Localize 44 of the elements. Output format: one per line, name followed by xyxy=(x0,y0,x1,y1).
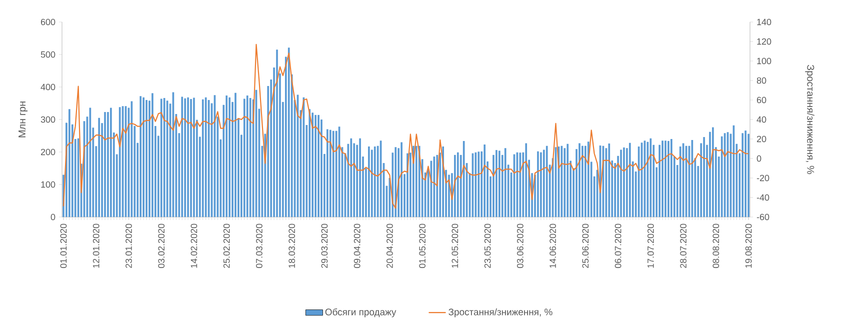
y-tick-label: 200 xyxy=(40,148,56,156)
legend-label: Обсяги продажу xyxy=(325,308,396,318)
x-tick-label: 20.04.2020 xyxy=(386,224,393,268)
x-tick-label: 14.02.2020 xyxy=(190,224,198,268)
x-tick-label: 18.03.2020 xyxy=(288,224,296,268)
x-tick-label: 29.03.2020 xyxy=(321,224,328,268)
x-tick-label: 08.08.2020 xyxy=(712,224,720,268)
y-tick-label: 400 xyxy=(40,84,56,90)
x-tick-label: 17.07.2020 xyxy=(647,224,654,268)
x-tick-label: 14.06.2020 xyxy=(550,224,556,268)
y2-axis-title: Зростання/зниження, % xyxy=(805,64,814,174)
x-tick-label: 23.05.2020 xyxy=(484,224,491,268)
x-tick-label: 28.07.2020 xyxy=(680,224,686,268)
y2-tick-label: 20 xyxy=(756,136,766,142)
x-tick-label: 12.01.2020 xyxy=(92,224,100,268)
x-tick-label: 12.05.2020 xyxy=(452,224,458,268)
x-tick-label: 09.04.2020 xyxy=(354,224,360,268)
y2-tick-label: 140 xyxy=(757,18,772,26)
y-axis-title: Млн грн xyxy=(18,102,28,138)
y-tick-label: 500 xyxy=(40,51,56,58)
x-tick-label: 03.06.2020 xyxy=(517,224,524,268)
y2-tick-label: 120 xyxy=(757,38,772,45)
y-tick-label: 300 xyxy=(40,116,56,123)
legend-label: Зростання/зниження, % xyxy=(448,308,552,318)
x-tick-label: 03.02.2020 xyxy=(158,224,165,268)
x-tick-label: 06.07.2020 xyxy=(614,224,622,268)
x-tick-label: 07.03.2020 xyxy=(256,224,262,268)
y2-tick-label: 100 xyxy=(757,58,772,64)
x-tick-label: 25.02.2020 xyxy=(223,224,230,268)
x-tick-label: 19.08.2020 xyxy=(745,224,752,268)
y2-tick-label: 40 xyxy=(756,116,766,123)
y-tick-label: 100 xyxy=(41,181,56,188)
y2-tick-label: -20 xyxy=(756,174,770,182)
y2-tick-label: -40 xyxy=(756,194,770,201)
y-tick-label: 0 xyxy=(50,214,56,220)
y2-tick-label: 80 xyxy=(756,77,766,84)
x-tick-label: 23.01.2020 xyxy=(126,224,132,268)
x-tick-label: 25.06.2020 xyxy=(582,224,589,268)
x-tick-label: 01.01.2020 xyxy=(60,224,67,268)
x-tick-label: 01.05.2020 xyxy=(419,224,426,268)
y2-tick-label: 0 xyxy=(756,155,762,162)
y2-tick-label: -60 xyxy=(756,214,770,220)
y-tick-label: 600 xyxy=(40,18,56,26)
y2-tick-label: 60 xyxy=(756,96,766,104)
